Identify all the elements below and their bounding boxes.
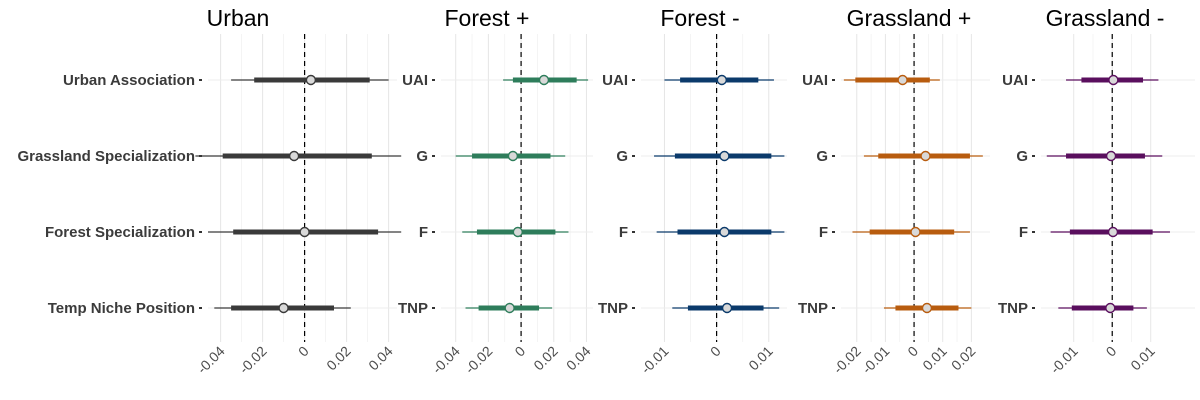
- x-tick-label: 0: [1103, 343, 1120, 360]
- y-tick-label: G: [1016, 148, 1028, 165]
- x-tick-label: -0.01: [638, 343, 672, 377]
- point-estimate: [716, 74, 728, 86]
- y-tick-label: TNP: [998, 300, 1028, 317]
- chart-panel: Grassland - UAI G F TNP -0.01 0 0.01: [998, 5, 1195, 377]
- point-estimate: [278, 302, 289, 314]
- y-tick-label: F: [1019, 224, 1028, 241]
- y-tick-label: Urban Association: [63, 72, 195, 89]
- point-estimate: [920, 150, 931, 162]
- y-tick-label: TNP: [398, 300, 428, 317]
- y-tick-label: F: [619, 224, 628, 241]
- y-tick-label: TNP: [598, 300, 628, 317]
- point-estimate: [288, 150, 300, 162]
- y-tick-label: UAI: [1002, 72, 1028, 89]
- y-tick-label: TNP: [798, 300, 828, 317]
- x-tick-label: 0: [511, 343, 528, 360]
- y-tick-label: Forest Specialization: [45, 224, 195, 241]
- y-tick-label: UAI: [802, 72, 828, 89]
- point-estimate: [512, 226, 524, 238]
- panel-title: Forest +: [444, 5, 529, 31]
- y-tick-label: Grassland Specialization: [17, 148, 195, 165]
- panel-title: Forest -: [660, 5, 739, 31]
- point-estimate: [1105, 302, 1116, 314]
- x-tick-label: -0.01: [859, 343, 893, 377]
- point-estimate: [719, 226, 730, 238]
- x-tick-label: 0.01: [745, 343, 776, 374]
- point-estimate: [921, 302, 933, 314]
- y-tick-label: F: [419, 224, 428, 241]
- x-tick-label: -0.02: [462, 343, 496, 377]
- panel-title: Urban: [207, 5, 270, 31]
- y-tick-label: UAI: [402, 72, 428, 89]
- x-tick-label: 0: [295, 343, 312, 360]
- y-tick-label: G: [616, 148, 628, 165]
- point-estimate: [507, 150, 519, 162]
- x-tick-label: 0.01: [1127, 343, 1158, 374]
- x-tick-label: -0.04: [429, 343, 463, 377]
- chart-panel: Urban Urban Association Grassland Speciali…: [17, 5, 402, 377]
- point-estimate: [910, 226, 921, 238]
- x-tick-label: 0.02: [948, 343, 979, 374]
- y-tick-label: UAI: [602, 72, 628, 89]
- point-estimate: [538, 74, 550, 86]
- x-tick-label: 0.02: [323, 343, 354, 374]
- x-tick-label: 0.01: [919, 343, 950, 374]
- x-tick-label: 0.04: [563, 343, 594, 374]
- point-estimate: [299, 226, 310, 238]
- y-tick-label: G: [416, 148, 428, 165]
- point-estimate: [719, 150, 730, 162]
- point-estimate: [504, 302, 515, 314]
- y-tick-label: Temp Niche Position: [48, 300, 195, 317]
- panel-title: Grassland -: [1046, 5, 1165, 31]
- x-tick-label: 0: [904, 343, 921, 360]
- point-estimate: [305, 74, 317, 86]
- chart-panel: Forest + UAI G F TNP -0.04-0.02 0 0.02 0.04: [398, 5, 594, 377]
- point-estimate: [1107, 226, 1119, 238]
- x-tick-label: -0.04: [194, 343, 228, 377]
- point-estimate: [721, 302, 733, 314]
- x-tick-label: 0: [707, 343, 724, 360]
- x-tick-label: 0.02: [530, 343, 561, 374]
- panel-title: Grassland +: [847, 5, 972, 31]
- point-estimate: [1108, 74, 1119, 86]
- y-tick-label: G: [816, 148, 828, 165]
- point-estimate: [897, 74, 908, 86]
- x-tick-label: -0.02: [830, 343, 864, 377]
- chart-panel: Forest - UAI G F TNP -0.01 0 0.01: [598, 5, 787, 377]
- point-estimate: [1105, 150, 1117, 162]
- x-tick-label: 0.04: [365, 343, 396, 374]
- x-tick-label: -0.01: [1047, 343, 1081, 377]
- x-tick-label: -0.02: [236, 343, 270, 377]
- chart-panel: Grassland + UAI G F TNP -0.02-0.01 00.010.02: [798, 5, 990, 377]
- y-tick-label: F: [819, 224, 828, 241]
